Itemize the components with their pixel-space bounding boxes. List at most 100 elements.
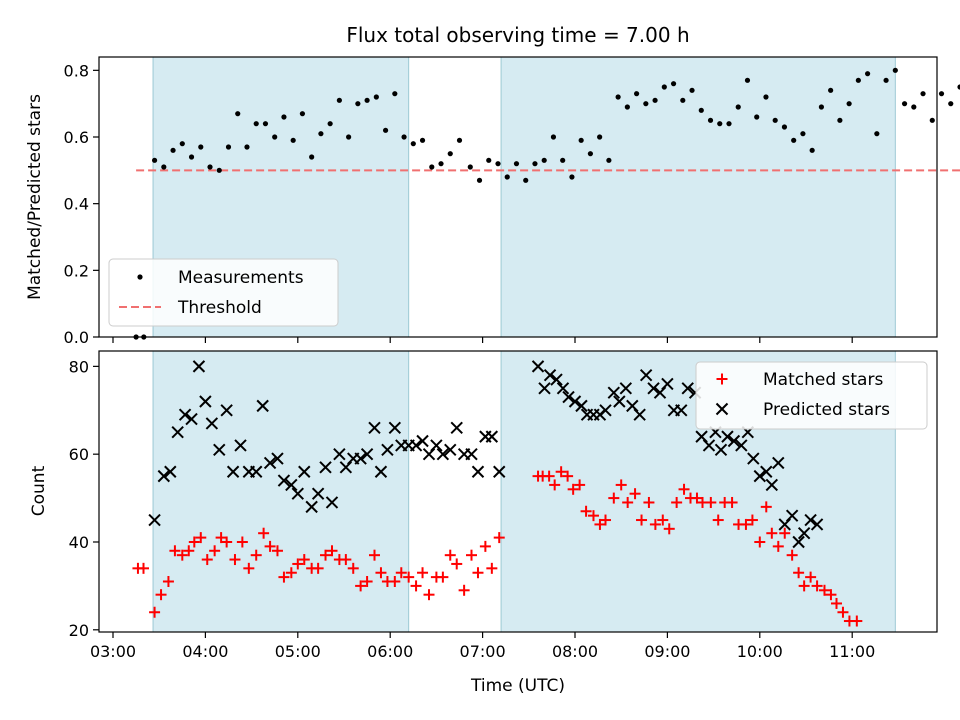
measurement-point — [198, 144, 204, 150]
y-tick-label: 40 — [69, 533, 89, 552]
matched-star-point — [243, 562, 255, 574]
measurement-point — [318, 131, 324, 137]
predicted-star-point — [450, 421, 463, 435]
measurement-point — [382, 127, 389, 133]
predicted-star-point — [804, 513, 817, 527]
predicted-star-point — [797, 527, 811, 540]
measurement-point — [744, 77, 751, 83]
measurement-point — [161, 164, 167, 170]
measurement-point — [698, 107, 704, 113]
predicted-star-point — [271, 452, 284, 465]
matched-star-point — [754, 536, 766, 548]
measurement-point — [791, 137, 797, 143]
predicted-star-point — [319, 461, 332, 474]
predicted-star-point — [702, 439, 716, 452]
bottom-axes-frame — [98, 350, 938, 633]
predicted-star-point — [277, 474, 291, 487]
measurement-point — [253, 121, 259, 127]
measurement-point — [763, 94, 769, 100]
predicted-star-point — [220, 404, 233, 417]
matched-star-point — [567, 483, 579, 495]
y-tick-label: 0.4 — [64, 195, 89, 214]
bottom-y-axis-label: Count — [29, 465, 49, 516]
measurement-point — [438, 161, 444, 167]
matched-star-point — [437, 571, 449, 583]
matched-star-point — [209, 545, 221, 557]
top-axes-frame — [98, 56, 938, 338]
predicted-star-point — [325, 496, 339, 509]
matched-star-point — [830, 597, 842, 609]
measurement-point — [225, 144, 232, 150]
matched-star-point — [444, 549, 456, 561]
matched-star-point — [493, 532, 505, 544]
predicted-star-point — [263, 456, 277, 470]
matched-star-point — [188, 536, 200, 548]
measurement-point — [447, 151, 453, 157]
predicted-star-point — [760, 465, 773, 478]
matched-star-point — [292, 558, 304, 570]
measurement-point — [262, 121, 269, 127]
matched-star-point — [663, 523, 675, 535]
matched-star-point — [395, 567, 407, 579]
matched-star-point — [805, 571, 817, 583]
predicted-star-point — [675, 404, 688, 417]
predicted-star-point — [354, 452, 367, 465]
measurement-point — [772, 117, 778, 123]
measurement-point — [892, 67, 898, 73]
predicted-star-point — [192, 360, 206, 373]
predicted-star-point — [164, 465, 177, 478]
measurement-point — [513, 161, 520, 167]
predicted-star-point — [538, 382, 551, 395]
legend-marker-predicted — [715, 402, 729, 416]
predicted-star-point — [444, 443, 457, 456]
measurement-point — [467, 164, 473, 170]
matched-star-point — [766, 527, 778, 539]
matched-star-point — [818, 584, 830, 596]
predicted-star-point — [436, 447, 450, 461]
predicted-star-point — [753, 469, 767, 483]
matched-star-point — [649, 518, 661, 530]
measurement-point — [661, 84, 667, 90]
predicted-star-point — [661, 377, 674, 391]
measurement-point — [957, 84, 960, 90]
measurement-point — [911, 104, 917, 110]
predicted-star-point — [185, 412, 198, 426]
predicted-star-point — [556, 382, 570, 395]
measurement-point — [643, 101, 649, 107]
measurement-point — [809, 147, 815, 153]
measurement-point — [235, 111, 241, 117]
predicted-star-point — [810, 518, 824, 531]
measurement-point — [476, 177, 483, 183]
legend-label-threshold: Threshold — [177, 298, 262, 318]
measurement-point — [901, 101, 908, 107]
measurement-point — [456, 137, 463, 143]
matched-star-point — [215, 532, 227, 544]
matched-star-point — [608, 492, 620, 504]
measurement-point — [419, 137, 426, 143]
predicted-star-point — [619, 382, 633, 395]
matched-star-point — [340, 554, 352, 566]
matched-star-point — [201, 554, 213, 566]
matched-star-point — [760, 501, 772, 513]
x-tick-label: 09:00 — [644, 642, 690, 661]
measurement-point — [541, 157, 547, 163]
top-legend: Measurements Threshold — [108, 258, 339, 327]
x-tick-label: 07:00 — [460, 642, 506, 661]
matched-star-point — [643, 496, 655, 508]
predicted-star-point — [613, 395, 626, 408]
predicted-star-point — [747, 452, 760, 465]
predicted-star-point — [374, 465, 388, 478]
measurement-point — [401, 134, 407, 140]
matched-star-point — [137, 562, 149, 574]
predicted-star-point — [714, 443, 728, 456]
predicted-star-point — [409, 439, 423, 452]
predicted-star-point — [633, 408, 646, 421]
matched-star-point — [368, 549, 380, 561]
measurement-point — [550, 134, 557, 140]
matched-star-point — [176, 549, 188, 561]
predicted-star-point — [416, 434, 429, 448]
measurement-point — [717, 121, 723, 127]
matched-star-point — [258, 527, 270, 539]
shaded-window-bottom-0 — [152, 350, 410, 633]
